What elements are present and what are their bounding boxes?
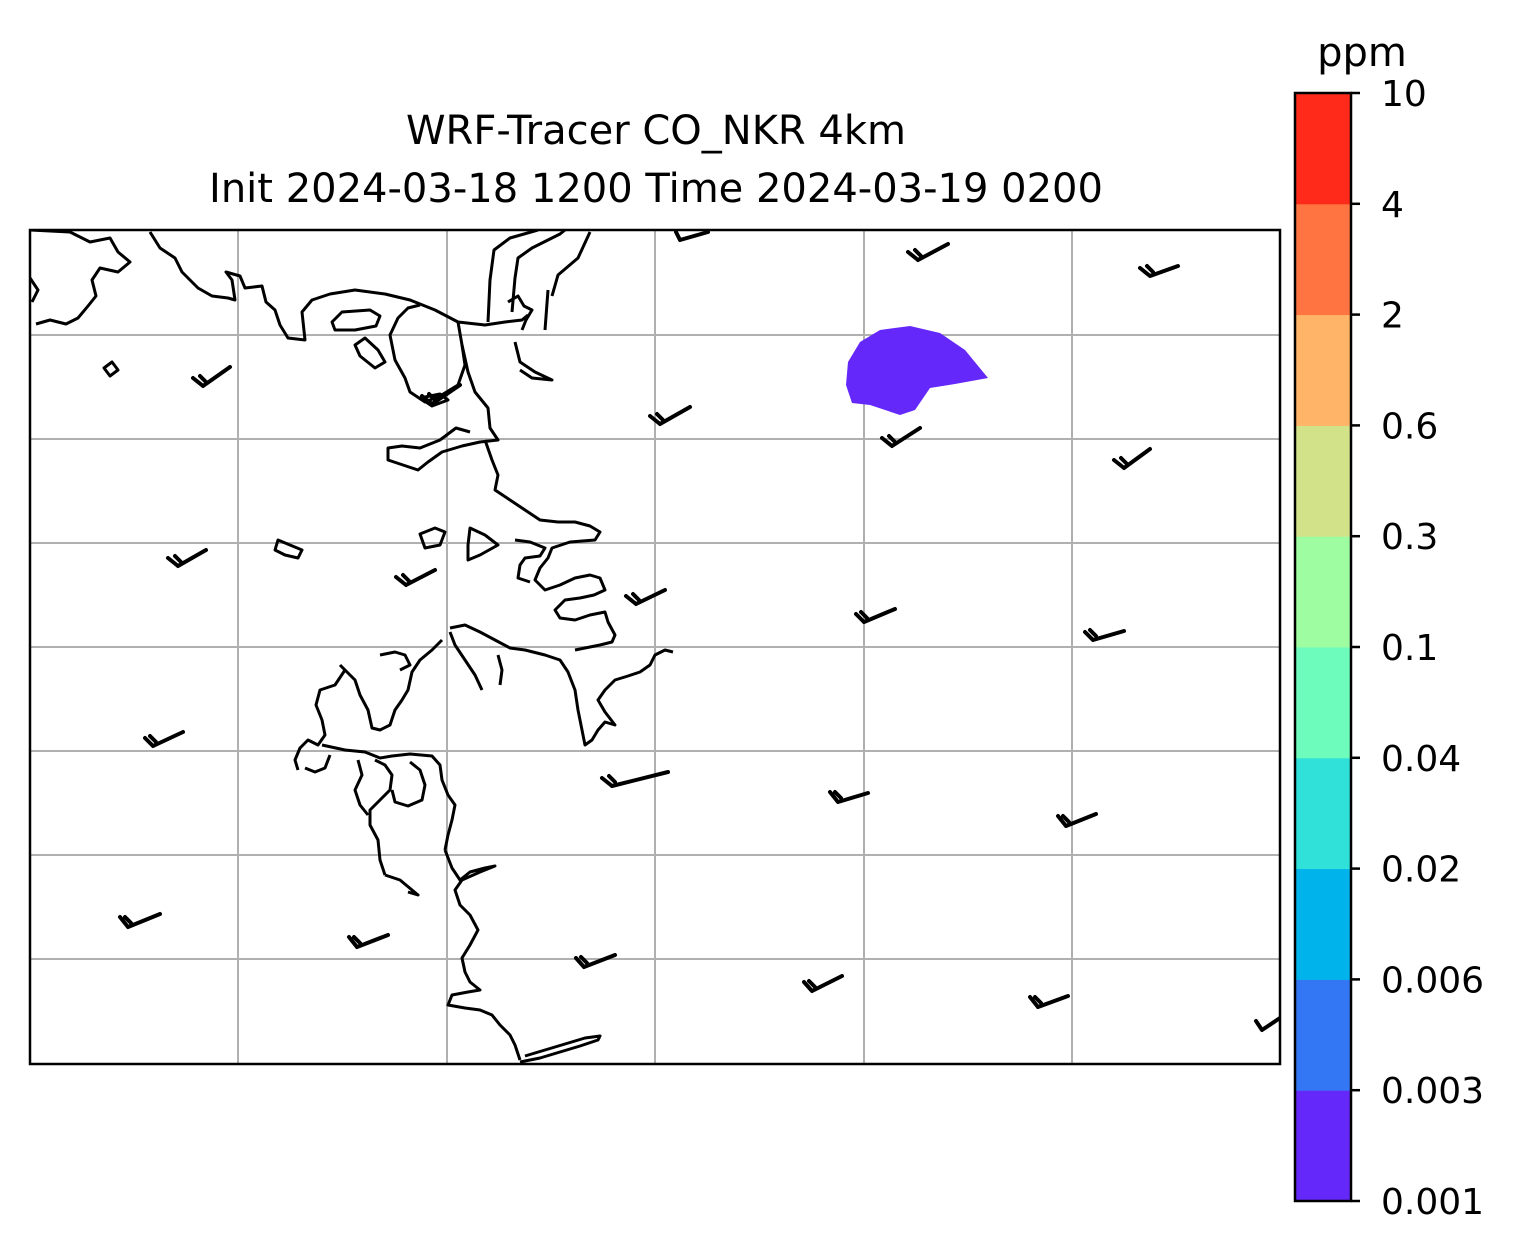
wind-barb bbox=[600, 770, 670, 788]
wind-barb bbox=[828, 790, 870, 804]
colorbar-tick-label: 0.3 bbox=[1381, 517, 1438, 558]
colorbar-segment bbox=[1295, 647, 1351, 759]
map-title-line2: Init 2024-03-18 1200 Time 2024-03-19 020… bbox=[209, 166, 1103, 212]
colorbar-segment bbox=[1295, 868, 1351, 980]
colorbar-tick-label: 0.001 bbox=[1381, 1182, 1484, 1223]
wind-barb bbox=[624, 588, 667, 606]
wind-barb bbox=[1028, 994, 1070, 1009]
wind-barb bbox=[143, 730, 185, 748]
wind-barb bbox=[1254, 1016, 1280, 1032]
colorbar-tick-label: 4 bbox=[1381, 185, 1404, 226]
colorbar-segment bbox=[1295, 1090, 1351, 1202]
colorbar-segment bbox=[1295, 979, 1351, 1091]
colorbar-segment bbox=[1295, 93, 1351, 205]
gridlines bbox=[30, 230, 1280, 1064]
wind-barb bbox=[1138, 264, 1180, 278]
wind-barb bbox=[118, 912, 162, 929]
colorbar-tick-label: 0.003 bbox=[1381, 1071, 1484, 1112]
colorbar-tick-label: 0.02 bbox=[1381, 850, 1461, 891]
colorbar-segment bbox=[1295, 203, 1351, 316]
colorbar-unit: ppm bbox=[1317, 30, 1407, 76]
colorbar-tick-label: 0.04 bbox=[1381, 739, 1461, 780]
wind-barb bbox=[1112, 447, 1152, 470]
colorbar-segment bbox=[1295, 757, 1351, 870]
colorbar-tick-label: 2 bbox=[1381, 296, 1404, 337]
wind-barb bbox=[191, 365, 232, 388]
colorbar-segment bbox=[1295, 425, 1351, 537]
wind-barb bbox=[1083, 628, 1126, 642]
tracer-plume bbox=[846, 326, 988, 415]
colorbar-tick-label: 10 bbox=[1381, 74, 1427, 115]
wind-barb bbox=[394, 568, 437, 587]
colorbar-tick-label: 0.6 bbox=[1381, 406, 1438, 447]
map-title-line1: WRF-Tracer CO_NKR 4km bbox=[405, 108, 907, 154]
colorbar-tick-label: 0.1 bbox=[1381, 628, 1438, 669]
coastlines bbox=[30, 230, 674, 1064]
wind-barb bbox=[166, 548, 208, 568]
wind-barb bbox=[420, 383, 462, 406]
colorbar-tick-label: 0.006 bbox=[1381, 960, 1484, 1001]
colorbar-segment bbox=[1295, 536, 1351, 648]
wind-barb bbox=[854, 607, 897, 624]
wind-barb bbox=[880, 426, 922, 448]
wind-barb bbox=[1056, 812, 1098, 828]
wind-barb bbox=[674, 230, 710, 242]
wind-barbs bbox=[118, 230, 1280, 1032]
colorbar-segment bbox=[1295, 314, 1351, 426]
wind-barb bbox=[648, 405, 692, 426]
wind-barb bbox=[802, 974, 844, 993]
colorbar: 0.001 0.003 0.006 0.02 0.04 0.1 0.3 0.6 2 4 10 bbox=[1293, 74, 1484, 1223]
map-frame bbox=[28, 228, 1282, 1066]
wind-barb bbox=[574, 953, 617, 969]
wind-barb bbox=[906, 242, 950, 262]
wind-barb bbox=[347, 933, 390, 949]
